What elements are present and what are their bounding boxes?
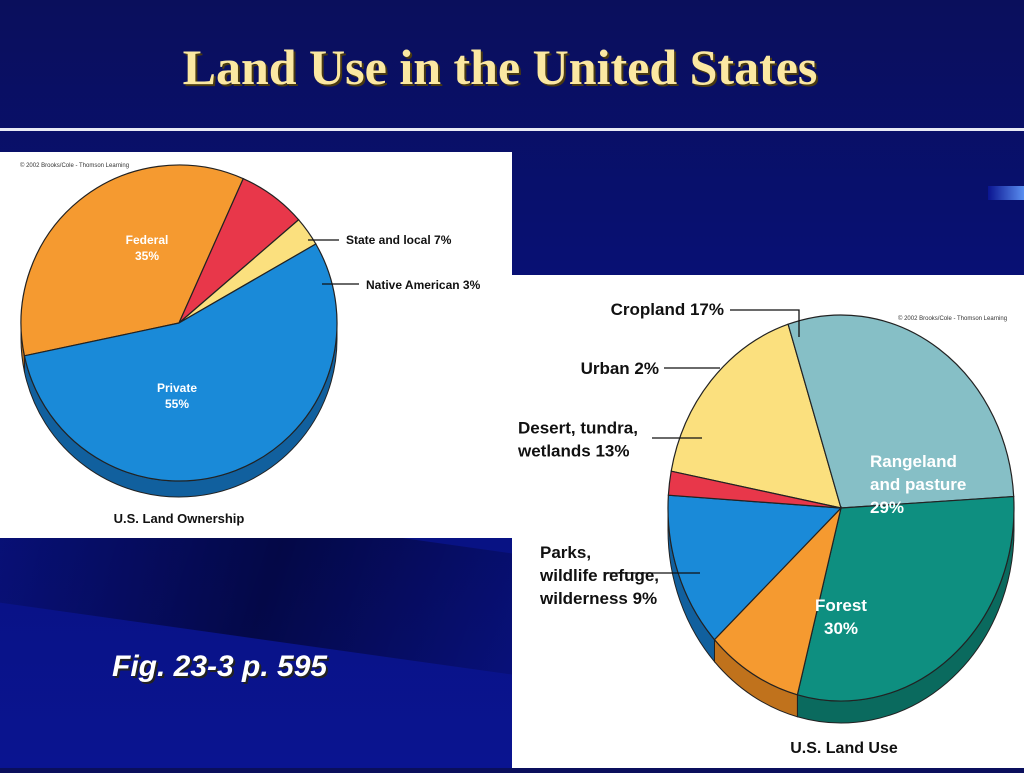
figure-caption: Fig. 23-3 p. 595 (112, 650, 328, 683)
slice-label-forest: Forest (815, 596, 867, 615)
land-ownership-pie-chart: Federal 35% State and local 7% Native Ameri… (20, 164, 481, 526)
copyright-note: © 2002 Brooks/Cole - Thomson Learning (898, 316, 1008, 322)
slice-label-desert-tundra-wetlands: wetlands 13% (517, 441, 630, 460)
slice-label-native-american: Native American 3% (366, 278, 481, 292)
slice-label-federal: Federal (126, 233, 169, 247)
chart-title: U.S. Land Ownership (114, 511, 245, 526)
pie-slice-parks-wildlife-refuge-wilderness (713, 506, 843, 696)
slice-label-parks-wildlife-refuge-wilderness: wilderness 9% (539, 589, 657, 608)
leader-line-cropland (730, 309, 800, 337)
chart-title: U.S. Land Use (790, 740, 898, 757)
title-divider (0, 128, 1024, 131)
land-ownership-panel: © 2002 Brooks/Cole - Thomson Learning Fe… (0, 152, 512, 538)
pie-slice-urban (667, 470, 842, 509)
slice-label-urban: Urban 2% (581, 359, 659, 378)
copyright-note: © 2002 Brooks/Cole - Thomson Learning (20, 163, 130, 169)
slice-label-rangeland-and-pasture: 29% (870, 498, 904, 517)
land-use-pie-chart: Cropland 17% Rangeland and pasture 29% Fores… (517, 300, 1015, 757)
pie-slice-rangeland-and-pasture (787, 314, 1015, 509)
pie-slice-private (23, 243, 338, 482)
slice-label-rangeland-and-pasture: Rangeland (870, 452, 957, 471)
slice-label-parks-wildlife-refuge-wilderness: wildlife refuge, (539, 566, 659, 585)
slice-label-federal: 35% (135, 249, 159, 263)
slice-label-forest: 30% (824, 619, 858, 638)
pie-slice-forest (796, 495, 1015, 702)
slice-label-cropland: Cropland 17% (611, 300, 724, 319)
slice-label-state-and-local: State and local 7% (346, 233, 452, 247)
slice-label-parks-wildlife-refuge-wilderness: Parks, (540, 543, 591, 562)
accent-bar (988, 186, 1024, 200)
slice-label-private: Private (157, 381, 197, 395)
pie-slice-federal (20, 164, 245, 357)
land-use-panel: © 2002 Brooks/Cole - Thomson Learning Cr… (512, 275, 1024, 768)
slide-title: Land Use in the United States (182, 39, 818, 95)
slice-label-rangeland-and-pasture: and pasture (870, 475, 966, 494)
pie-slice-cropland (670, 323, 842, 509)
slice-label-desert-tundra-wetlands: Desert, tundra, (518, 419, 638, 438)
slice-label-private: 55% (165, 397, 189, 411)
